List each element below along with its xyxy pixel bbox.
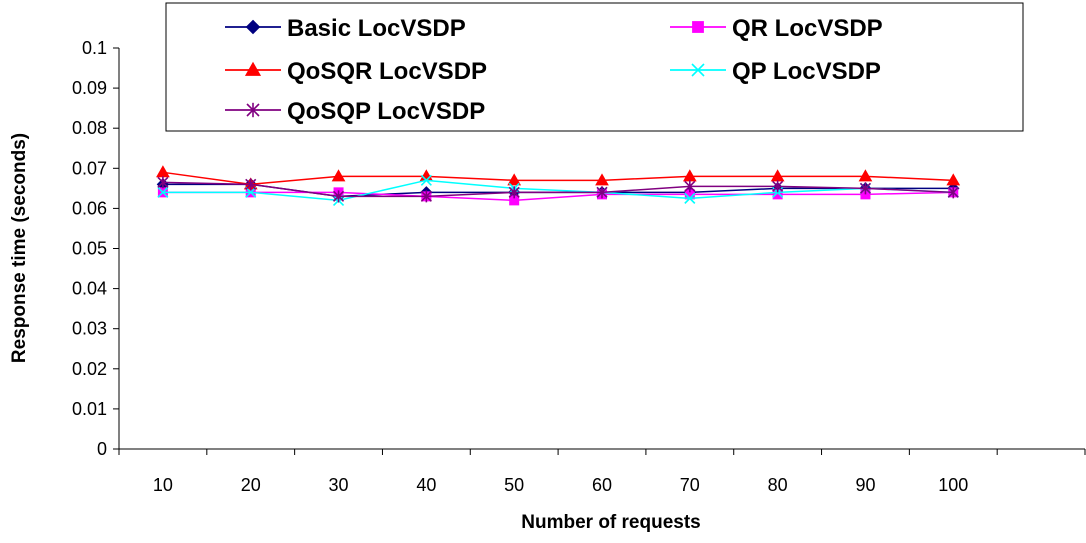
x-tick-label: 50: [504, 475, 524, 495]
data-point: [595, 173, 609, 186]
y-tick-label: 0.06: [72, 198, 107, 218]
x-axis-title: Number of requests: [521, 512, 700, 533]
data-point: [245, 186, 257, 198]
data-point: [947, 186, 959, 199]
data-point: [507, 173, 522, 186]
legend-item: QoSQP LocVSDP: [225, 98, 485, 125]
data-point: [157, 186, 169, 198]
data-point: [772, 180, 784, 193]
y-tick-label: 0.01: [72, 399, 107, 419]
x-tick-label: 30: [329, 475, 349, 495]
data-point: [420, 190, 432, 203]
data-point: [245, 178, 257, 191]
legend-label: QoSQR LocVSDP: [287, 58, 487, 85]
legend-item: Basic LocVSDP: [225, 15, 466, 42]
data-point: [859, 182, 872, 195]
legend-label: Basic LocVSDP: [287, 15, 466, 42]
data-point: [684, 192, 696, 204]
legend: Basic LocVSDP QR LocVSDP QoSQR LocVSDP QP L…: [165, 2, 1024, 132]
x-tick-label: 100: [938, 475, 968, 495]
y-tick-label: 0.09: [72, 78, 107, 98]
legend-marker: [246, 102, 260, 118]
legend-box: [165, 2, 1024, 132]
data-point: [858, 169, 873, 182]
series-line: [162, 171, 954, 186]
data-point: [157, 176, 169, 189]
y-tick-label: 0.08: [72, 118, 107, 138]
legend-marker: [692, 21, 704, 33]
legend-item: QR LocVSDP: [670, 15, 883, 42]
data-point: [684, 180, 696, 193]
data-point: [946, 173, 961, 186]
data-point: [508, 186, 520, 199]
legend-label: QP LocVSDP: [732, 58, 881, 85]
y-tick-label: 0.1: [82, 38, 107, 58]
y-tick-label: 0.04: [72, 279, 107, 299]
y-tick-label: 0.03: [72, 319, 107, 339]
y-axis-title: Response time (seconds): [9, 133, 30, 363]
y-tick-label: 0: [97, 439, 107, 459]
legend-item: QP LocVSDP: [670, 58, 881, 85]
x-tick-label: 10: [153, 475, 173, 495]
series-5: [157, 176, 959, 203]
legend-marker: [691, 63, 705, 77]
series-layer: [156, 165, 961, 206]
x-tick-labels: 10 20 30 40 50 60 70 80 90 100: [153, 475, 968, 495]
x-tick-label: 60: [592, 475, 612, 495]
series-line: [162, 181, 954, 198]
legend-marker: [244, 61, 262, 76]
series-line: [162, 179, 954, 202]
data-point: [332, 190, 345, 203]
x-tick-label: 70: [680, 475, 700, 495]
y-tick-labels: 0 0.01 0.02 0.03 0.04 0.05 0.06 0.07 0.08 0.09 0.1: [72, 38, 107, 459]
y-tick-label: 0.02: [72, 359, 107, 379]
x-tick-label: 80: [768, 475, 788, 495]
data-point: [420, 174, 432, 186]
axes: [113, 47, 1086, 455]
y-tick-label: 0.07: [72, 158, 107, 178]
legend-label: QR LocVSDP: [732, 15, 883, 42]
legend-label: QoSQP LocVSDP: [287, 98, 485, 125]
x-tick-label: 40: [416, 475, 436, 495]
x-tick-label: 20: [241, 475, 261, 495]
data-point: [331, 169, 346, 182]
data-point: [596, 186, 608, 199]
y-tick-label: 0.05: [72, 239, 107, 259]
legend-item: QoSQR LocVSDP: [225, 58, 487, 85]
x-tick-label: 90: [855, 475, 875, 495]
legend-marker: [245, 19, 261, 35]
series-line: [162, 191, 954, 202]
